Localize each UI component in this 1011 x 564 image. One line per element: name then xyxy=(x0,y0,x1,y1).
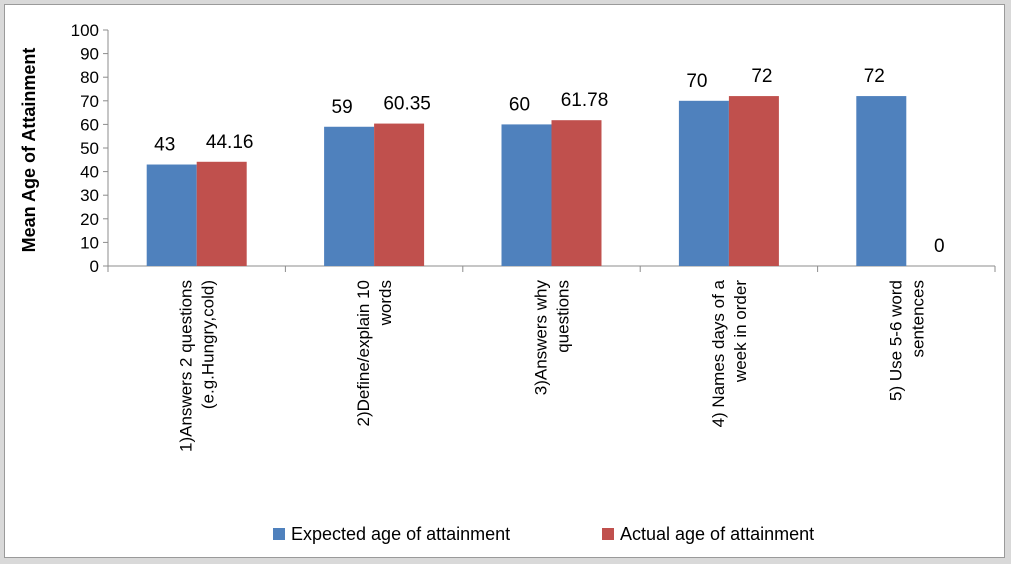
y-tick-label: 40 xyxy=(80,163,99,182)
y-tick-label: 100 xyxy=(71,21,99,40)
category-label-line: 2)Define/explain 10 xyxy=(354,280,373,426)
legend: Expected age of attainment Actual age of … xyxy=(273,524,814,544)
axes: 0 10 20 30 40 50 60 70 80 90 100 xyxy=(71,21,996,276)
y-tick-label: 10 xyxy=(80,233,99,252)
y-tick-label: 90 xyxy=(80,45,99,64)
legend-entry: Actual age of attainment xyxy=(620,524,814,544)
y-tick-label: 60 xyxy=(80,115,99,134)
data-label: 60.35 xyxy=(383,94,431,115)
data-label: 44.16 xyxy=(206,132,254,153)
y-tick-label: 70 xyxy=(80,92,99,111)
bar-actual xyxy=(196,161,247,266)
bar-expected xyxy=(324,126,375,266)
data-label: 61.78 xyxy=(561,90,609,111)
bar-actual xyxy=(374,123,425,266)
category-label-line: 5) Use 5-6 word xyxy=(886,280,905,401)
category-label-line: 4) Names days of a xyxy=(709,279,728,427)
y-axis-label: Mean Age of Attainment xyxy=(19,48,39,253)
bar-chart: Mean Age of Attainment 0 10 20 30 40 50 60 70 80… xyxy=(19,21,996,544)
y-tick-label: 80 xyxy=(80,68,99,87)
category-label: 2)Define/explain 10 words xyxy=(354,280,395,426)
bar-expected xyxy=(146,164,197,266)
legend-swatch xyxy=(273,528,285,540)
y-tick-label: 0 xyxy=(90,257,99,276)
data-label: 72 xyxy=(864,66,885,87)
category-label-line: sentences xyxy=(908,280,927,358)
bar-actual xyxy=(551,120,602,266)
category-label-line: 1)Answers 2 questions xyxy=(177,280,196,452)
data-label: 43 xyxy=(154,135,175,156)
category-label-line: (e.g.Hungry,cold) xyxy=(199,280,218,409)
category-label: 3)Answers why questions xyxy=(532,280,573,396)
data-label: 72 xyxy=(751,66,772,87)
data-label: 70 xyxy=(686,71,707,92)
legend-swatch xyxy=(602,528,614,540)
category-label: 5) Use 5-6 word sentences xyxy=(886,280,927,401)
category-label: 4) Names days of a week in order xyxy=(709,279,750,427)
y-tick-label: 50 xyxy=(80,139,99,158)
data-label: 59 xyxy=(332,97,353,118)
legend-entry: Expected age of attainment xyxy=(291,524,510,544)
bar-actual xyxy=(728,96,779,266)
chart-frame: Mean Age of Attainment 0 10 20 30 40 50 60 70 80… xyxy=(4,4,1005,558)
y-tick-label: 30 xyxy=(80,186,99,205)
category-label-line: 3)Answers why xyxy=(532,280,551,396)
category-label-line: words xyxy=(376,280,395,326)
data-label: 60 xyxy=(509,94,530,115)
bar-expected xyxy=(856,96,907,266)
category-label-line: week in order xyxy=(731,280,750,383)
y-tick-label: 20 xyxy=(80,210,99,229)
data-labels: 43 59 60 70 72 44.16 60.35 61.78 72 0 xyxy=(154,66,944,257)
bars xyxy=(146,96,907,267)
category-label: 1)Answers 2 questions (e.g.Hungry,cold) xyxy=(177,280,218,452)
y-axis-label-group: Mean Age of Attainment xyxy=(19,48,39,253)
bar-expected xyxy=(501,124,552,267)
category-label-line: questions xyxy=(554,280,573,353)
data-label: 0 xyxy=(934,236,945,257)
bar-expected xyxy=(678,100,729,266)
category-labels: 1)Answers 2 questions (e.g.Hungry,cold) 2)… xyxy=(177,279,928,452)
